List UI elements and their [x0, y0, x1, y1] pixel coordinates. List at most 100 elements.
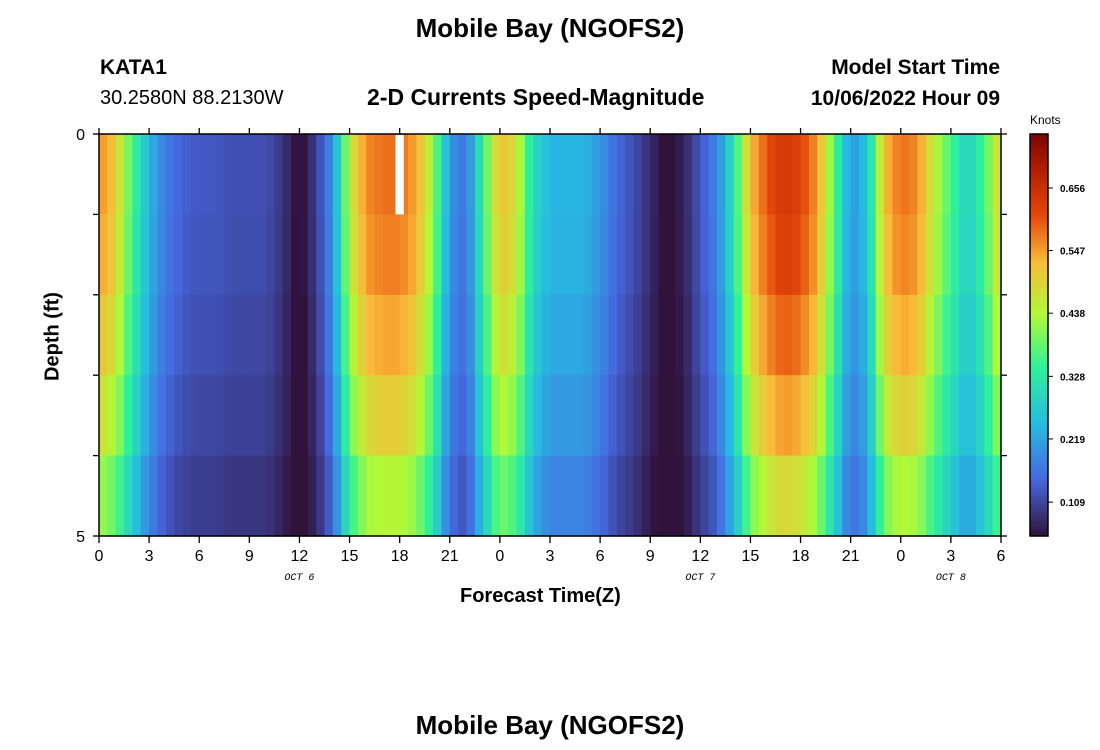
heatmap-cell: [157, 375, 167, 457]
heatmap-cell: [307, 455, 317, 537]
heatmap-cell: [558, 294, 568, 376]
heatmap-cell: [441, 214, 451, 296]
heatmap-cell: [767, 375, 777, 457]
colorbar: [1029, 133, 1049, 537]
station-coords: 30.2580N 88.2130W: [100, 87, 284, 109]
heatmap-cell: [591, 214, 601, 296]
heatmap-cell: [808, 375, 818, 457]
heatmap-cell: [775, 455, 785, 537]
heatmap-cell: [959, 294, 969, 376]
heatmap-cell: [633, 455, 643, 537]
heatmap-cell: [207, 134, 217, 215]
heatmap-cell: [132, 375, 142, 457]
x-tick-label: 3: [145, 548, 154, 565]
heatmap-cell: [115, 375, 125, 457]
heatmap-cell: [550, 134, 559, 215]
heatmap-cell: [257, 134, 267, 215]
heatmap-cell: [700, 455, 710, 537]
heatmap-cell: [149, 294, 159, 376]
heatmap-cell: [132, 455, 142, 537]
heatmap-cell: [466, 455, 476, 537]
heatmap-cell: [274, 214, 284, 296]
heatmap-cell: [324, 294, 334, 376]
heatmap-cell: [174, 294, 184, 376]
heatmap-cell: [366, 294, 376, 376]
heatmap-cell: [483, 455, 493, 537]
heatmap-cell: [808, 455, 818, 537]
heatmap-cell: [675, 214, 685, 296]
heatmap-cell: [508, 214, 518, 296]
heatmap-cell: [99, 214, 108, 296]
heatmap-cell: [708, 455, 718, 537]
heatmap-cell: [675, 294, 685, 376]
heatmap-cell: [458, 375, 468, 457]
heatmap-cell: [99, 134, 108, 215]
heatmap-cell: [215, 134, 225, 215]
heatmap-cell: [700, 294, 710, 376]
y-tick-label: 0: [76, 127, 85, 144]
heatmap-cell: [975, 375, 985, 457]
heatmap-cell: [850, 375, 860, 457]
heatmap-cell: [850, 214, 860, 296]
heatmap-cell: [867, 294, 877, 376]
heatmap-cell: [224, 455, 234, 537]
heatmap-cell: [115, 455, 125, 537]
heatmap-cell: [299, 134, 309, 215]
heatmap-cell: [950, 294, 960, 376]
heatmap-cell: [717, 455, 726, 537]
heatmap-cell: [149, 375, 159, 457]
heatmap-cell: [199, 134, 209, 215]
heatmap-cell: [157, 294, 167, 376]
heatmap-cell: [232, 134, 242, 215]
heatmap-cell: [917, 294, 927, 376]
x-tick-label: 15: [742, 548, 760, 565]
heatmap-cell: [942, 455, 952, 537]
heatmap-cell: [934, 134, 944, 215]
heatmap-cell: [316, 455, 326, 537]
heatmap-cell: [366, 134, 376, 215]
heatmap-cell: [491, 134, 501, 215]
heatmap-cell: [550, 294, 559, 376]
heatmap-cell: [775, 375, 785, 457]
heatmap-cell: [115, 294, 125, 376]
heatmap-cell: [925, 375, 935, 457]
heatmap-cell: [474, 134, 484, 215]
heatmap-cell: [232, 455, 242, 537]
heatmap-cell: [382, 214, 392, 296]
heatmap-cell: [324, 375, 334, 457]
heatmap-cell: [975, 455, 985, 537]
heatmap-cell: [833, 375, 843, 457]
heatmap-cell: [717, 294, 726, 376]
heatmap-cell: [792, 455, 802, 537]
heatmap-cell: [758, 294, 768, 376]
heatmap-cell: [224, 134, 234, 215]
heatmap-cell: [391, 214, 401, 296]
heatmap-cell: [533, 134, 543, 215]
heatmap-cell: [900, 214, 910, 296]
heatmap-cell: [591, 294, 601, 376]
x-tick-label: 6: [997, 548, 1006, 565]
heatmap-cell: [700, 134, 710, 215]
heatmap-cell: [666, 375, 676, 457]
heatmap-cell: [859, 134, 868, 215]
heatmap-cell: [750, 375, 760, 457]
heatmap-cell: [391, 455, 401, 537]
heatmap-cell: [332, 134, 342, 215]
colorbar-tick-label: 0.656: [1060, 184, 1085, 195]
heatmap-cell: [909, 455, 919, 537]
heatmap-cell: [174, 134, 184, 215]
heatmap-cell: [842, 375, 852, 457]
heatmap-cell: [332, 214, 342, 296]
heatmap-cell: [934, 214, 944, 296]
heatmap-cell: [742, 455, 752, 537]
heatmap-cell: [925, 214, 935, 296]
heatmap-cell: [165, 455, 175, 537]
heatmap-cell: [717, 214, 726, 296]
heatmap-cell: [174, 455, 184, 537]
heatmap-cell: [499, 214, 509, 296]
heatmap-cell: [483, 214, 493, 296]
heatmap-cell: [625, 375, 635, 457]
heatmap-cell: [165, 375, 175, 457]
heatmap-cell: [917, 134, 927, 215]
heatmap-cell: [182, 214, 192, 296]
